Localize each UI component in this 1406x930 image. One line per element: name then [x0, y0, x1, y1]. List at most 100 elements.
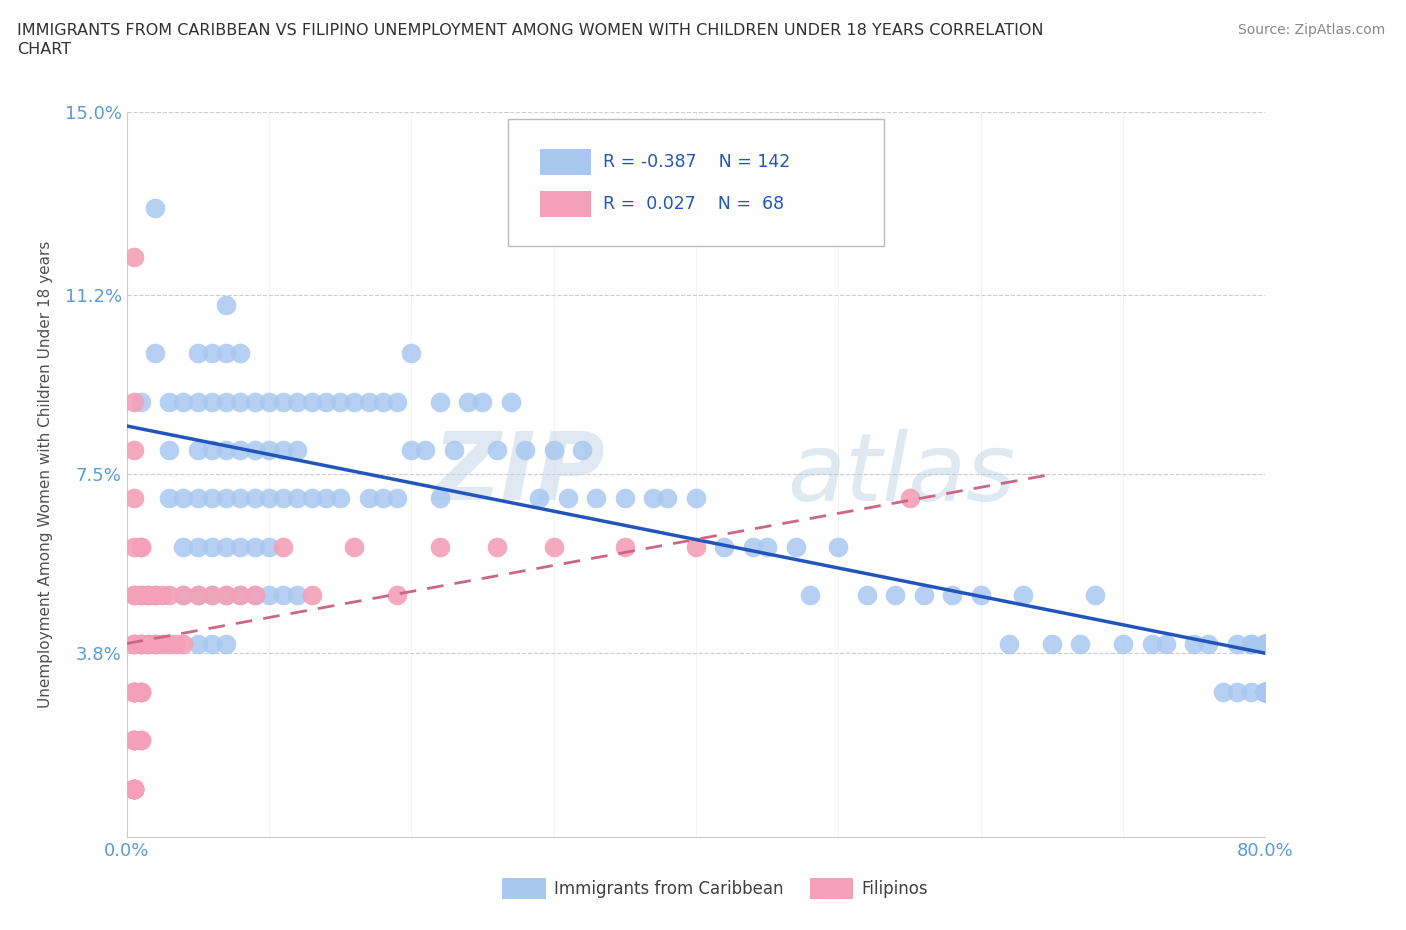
- Point: [271, 394, 294, 409]
- Point: [129, 684, 152, 699]
- Point: [122, 781, 145, 796]
- Point: [122, 539, 145, 554]
- Point: [785, 539, 807, 554]
- Point: [229, 588, 252, 603]
- Point: [1254, 636, 1277, 651]
- Point: [613, 491, 636, 506]
- Point: [713, 539, 735, 554]
- Point: [201, 394, 224, 409]
- Point: [499, 394, 522, 409]
- Point: [401, 346, 423, 361]
- Point: [1254, 684, 1277, 699]
- Point: [1198, 636, 1220, 651]
- Point: [172, 588, 194, 603]
- Point: [122, 684, 145, 699]
- Point: [329, 491, 352, 506]
- Point: [1240, 636, 1263, 651]
- Point: [172, 491, 194, 506]
- Point: [136, 588, 159, 603]
- Point: [136, 636, 159, 651]
- Point: [243, 443, 266, 458]
- Point: [287, 394, 309, 409]
- Point: [157, 394, 180, 409]
- Point: [122, 781, 145, 796]
- FancyBboxPatch shape: [508, 119, 884, 246]
- Point: [201, 539, 224, 554]
- Point: [172, 588, 194, 603]
- Point: [243, 588, 266, 603]
- Point: [143, 636, 166, 651]
- Point: [1254, 684, 1277, 699]
- Point: [122, 733, 145, 748]
- Point: [756, 539, 779, 554]
- Point: [827, 539, 849, 554]
- Point: [157, 588, 180, 603]
- Point: [129, 588, 152, 603]
- Point: [357, 491, 380, 506]
- Point: [471, 394, 494, 409]
- Point: [129, 539, 152, 554]
- Point: [243, 491, 266, 506]
- Point: [122, 443, 145, 458]
- Point: [187, 491, 209, 506]
- Point: [543, 443, 565, 458]
- Point: [122, 684, 145, 699]
- Point: [1254, 684, 1277, 699]
- Point: [215, 491, 238, 506]
- Point: [122, 781, 145, 796]
- Point: [429, 394, 451, 409]
- Text: Source: ZipAtlas.com: Source: ZipAtlas.com: [1237, 23, 1385, 37]
- Point: [165, 636, 187, 651]
- Bar: [502, 878, 546, 899]
- Point: [429, 491, 451, 506]
- Point: [122, 394, 145, 409]
- Point: [243, 588, 266, 603]
- Point: [122, 588, 145, 603]
- Point: [187, 588, 209, 603]
- Point: [229, 346, 252, 361]
- Point: [401, 443, 423, 458]
- Point: [187, 346, 209, 361]
- Point: [143, 201, 166, 216]
- Point: [187, 443, 209, 458]
- Point: [912, 588, 935, 603]
- Point: [129, 636, 152, 651]
- Point: [1182, 636, 1205, 651]
- Point: [143, 588, 166, 603]
- Point: [742, 539, 765, 554]
- Point: [129, 733, 152, 748]
- Point: [543, 539, 565, 554]
- Point: [257, 539, 280, 554]
- Point: [529, 491, 551, 506]
- Point: [129, 394, 152, 409]
- Point: [1254, 684, 1277, 699]
- Point: [1254, 636, 1277, 651]
- Point: [685, 491, 707, 506]
- Point: [122, 684, 145, 699]
- Point: [271, 588, 294, 603]
- Point: [898, 491, 921, 506]
- Point: [1254, 636, 1277, 651]
- Point: [941, 588, 963, 603]
- Point: [1226, 636, 1249, 651]
- Point: [143, 636, 166, 651]
- Point: [1254, 684, 1277, 699]
- Point: [129, 588, 152, 603]
- Point: [157, 443, 180, 458]
- Point: [122, 684, 145, 699]
- Point: [257, 443, 280, 458]
- Point: [371, 491, 394, 506]
- Point: [201, 588, 224, 603]
- Point: [201, 491, 224, 506]
- Point: [215, 539, 238, 554]
- Point: [271, 539, 294, 554]
- Point: [287, 443, 309, 458]
- Point: [136, 636, 159, 651]
- Point: [457, 394, 479, 409]
- Point: [799, 588, 821, 603]
- Point: [485, 443, 508, 458]
- Point: [136, 588, 159, 603]
- Point: [1254, 636, 1277, 651]
- Point: [1069, 636, 1091, 651]
- Point: [1254, 684, 1277, 699]
